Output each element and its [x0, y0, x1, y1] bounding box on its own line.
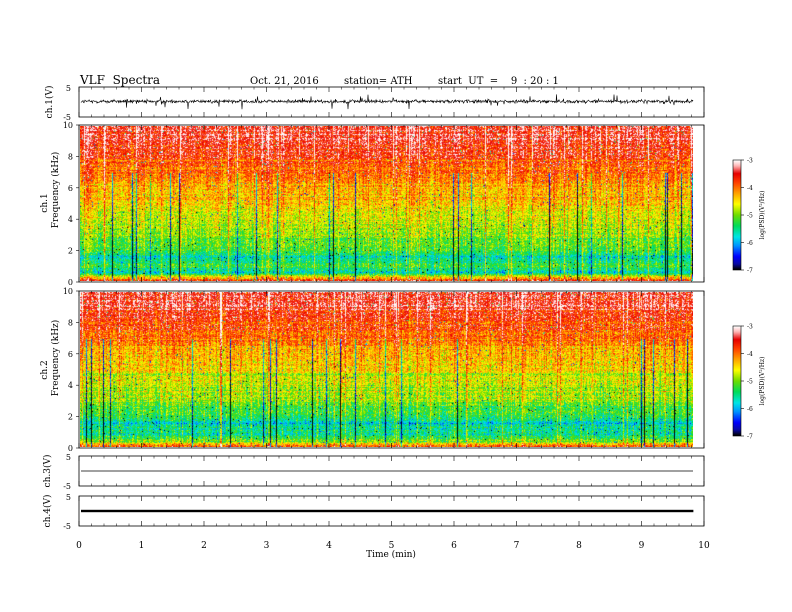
time-axis-label: Time (min) — [366, 549, 416, 560]
ch2-colorbar-tick-label-4: -7 — [747, 434, 753, 441]
time-tick-label-5: 5 — [389, 541, 395, 551]
ch4-waveform-ylabel: ch.4(V) — [42, 495, 53, 528]
ch2-ytick-label-5: 10 — [63, 287, 73, 296]
ch1-colorbar-label: log(PSD)(V²/Hz) — [759, 191, 766, 240]
ch2-frequency-ticks: 0 2 4 6 8 10 — [63, 287, 79, 453]
ch2-colorbar-tick-label-1: -4 — [747, 351, 753, 358]
ch1-waveform-trace — [80, 94, 694, 110]
ch1-ytick-bottom: -5 — [63, 113, 71, 122]
time-tick-label-10: 10 — [698, 541, 710, 551]
ch2-colorbar-tick-label-3: -6 — [747, 406, 753, 413]
ch2-colorbar-ticks: -3 -4 -5 -6 -7 — [741, 324, 753, 441]
ch2-ytick-label-3: 6 — [68, 350, 73, 359]
ch2-spectrogram-heatmap — [80, 292, 693, 447]
ch1-spectrogram-channel-label: ch.1 — [40, 193, 50, 212]
ch1-ytick-label-2: 4 — [68, 215, 73, 224]
ch1-ytick-label-4: 8 — [68, 152, 73, 161]
ch2-colorbar-label: log(PSD)(V²/Hz) — [759, 357, 766, 406]
ch2-spectrogram-channel-label: ch.2 — [40, 360, 50, 379]
time-tick-label-1: 1 — [139, 541, 145, 551]
ch1-colorbar-gradient — [733, 160, 741, 270]
ch1-waveform-panel: 5 -5 ch.1(V) — [44, 84, 705, 122]
ch3-waveform-ylabel: ch.3(V) — [42, 455, 53, 488]
ch2-ytick-label-1: 2 — [68, 413, 73, 422]
ch2-ytick-label-2: 4 — [68, 381, 73, 390]
time-tick-label-3: 3 — [264, 541, 270, 551]
time-axis-ticks — [78, 87, 705, 526]
ch1-colorbar-tick-label-1: -4 — [747, 185, 753, 192]
ch1-waveform-ylabel: ch.1(V) — [44, 86, 55, 119]
ch1-colorbar-ticks: -3 -4 -5 -6 -7 — [741, 158, 753, 275]
ch1-frequency-ticks: 0 2 4 6 8 10 — [63, 121, 79, 287]
ch2-ytick-label-4: 8 — [68, 318, 73, 327]
chart-station: station= ATH — [344, 76, 413, 87]
time-tick-label-8: 8 — [576, 541, 582, 551]
ch1-ytick-label-1: 2 — [68, 247, 73, 256]
chart-start-time: start UT = 9 : 20 : 1 — [438, 76, 559, 87]
time-tick-label-0: 0 — [76, 541, 82, 551]
ch1-colorbar-tick-label-4: -7 — [747, 268, 753, 275]
time-tick-label-9: 9 — [639, 541, 645, 551]
ch4-ytick-bottom: -5 — [63, 522, 71, 531]
time-tick-label-7: 7 — [514, 541, 520, 551]
ch2-ytick-label-0: 0 — [68, 444, 73, 453]
time-tick-label-6: 6 — [451, 541, 457, 551]
ch1-ytick-top: 5 — [66, 84, 71, 93]
ch2-colorbar: -3 -4 -5 -6 -7 log(PSD)(V²/Hz) — [732, 324, 766, 441]
ch2-colorbar-gradient — [733, 326, 741, 436]
ch1-colorbar: -3 -4 -5 -6 -7 log(PSD)(V²/Hz) — [732, 158, 766, 275]
ch3-ytick-bottom: -5 — [63, 482, 71, 491]
ch3-ytick-top: 5 — [66, 453, 71, 462]
chart-title: VLF Spectra — [80, 73, 161, 87]
ch2-colorbar-tick-label-2: -5 — [747, 379, 753, 386]
ch4-ytick-top: 5 — [66, 493, 71, 502]
ch1-ytick-label-5: 10 — [63, 121, 73, 130]
ch1-spectrogram-ylabel: Frequency (kHz) — [50, 152, 61, 229]
ch1-colorbar-tick-label-0: -3 — [747, 158, 753, 165]
ch2-spectrogram-panel: 0 2 4 6 8 10 ch.2 Frequency (kHz) — [40, 287, 705, 453]
ch1-spectrogram-heatmap — [80, 126, 693, 281]
time-tick-label-2: 2 — [201, 541, 207, 551]
time-tick-label-4: 4 — [326, 541, 332, 551]
ch4-waveform-trace — [81, 509, 694, 513]
chart-date: Oct. 21, 2016 — [250, 76, 319, 87]
ch1-colorbar-tick-label-3: -6 — [747, 240, 753, 247]
ch2-spectrogram-ylabel: Frequency (kHz) — [50, 320, 61, 397]
time-axis-tick-labels: 0 1 2 3 4 5 6 7 8 9 10 — [76, 541, 710, 551]
ch1-ytick-label-0: 0 — [68, 278, 73, 287]
ch1-ytick-label-3: 6 — [68, 184, 73, 193]
ch1-colorbar-tick-label-2: -5 — [747, 213, 753, 220]
ch1-spectrogram-panel: 0 2 4 6 8 10 ch.1 Frequency (kHz) — [40, 121, 705, 287]
ch2-colorbar-tick-label-0: -3 — [747, 324, 753, 331]
